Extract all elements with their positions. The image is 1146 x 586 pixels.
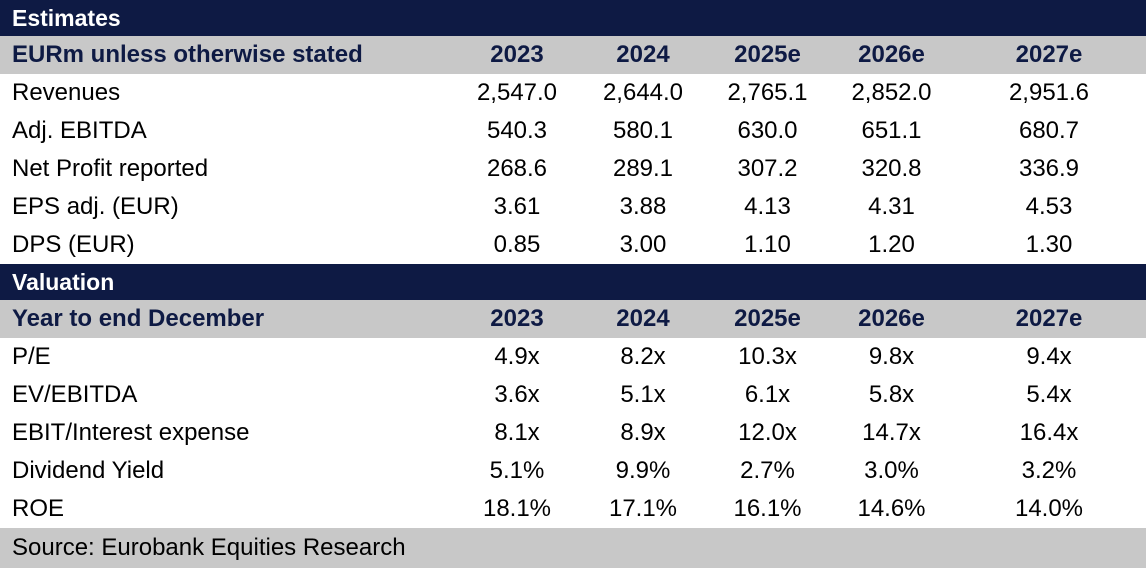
- table-row: EV/EBITDA 3.6x 5.1x 6.1x 5.8x 5.4x: [0, 376, 1146, 414]
- estimates-header-year: 2025e: [734, 41, 801, 68]
- table-cell: 580.1: [612, 117, 674, 144]
- table-cell: 2,547.0: [476, 79, 558, 106]
- table-cell: 3.0%: [864, 457, 919, 484]
- table-cell: 1.10: [744, 231, 791, 258]
- table-row: Dividend Yield 5.1% 9.9% 2.7% 3.0% 3.2%: [0, 452, 1146, 490]
- table-cell: 9.4x: [1026, 343, 1072, 370]
- table-cell: 651.1: [861, 117, 922, 144]
- valuation-header-year: 2025e: [734, 305, 801, 332]
- table-cell: 17.1%: [608, 495, 678, 522]
- row-label: EPS adj. (EUR): [12, 193, 179, 220]
- table-cell: 320.8: [861, 155, 922, 182]
- table-cell: 4.9x: [494, 343, 540, 370]
- valuation-header-year: 2023: [490, 305, 544, 332]
- table-cell: 1.20: [868, 231, 915, 258]
- row-label: P/E: [12, 343, 51, 370]
- table-cell: 8.1x: [494, 419, 540, 446]
- row-label: EBIT/Interest expense: [12, 419, 250, 446]
- table-cell: 16.1%: [733, 495, 802, 522]
- table-cell: 12.0x: [738, 419, 797, 446]
- table-cell: 289.1: [612, 155, 674, 182]
- table-cell: 2,765.1: [727, 79, 808, 106]
- valuation-header-year: 2026e: [858, 305, 925, 332]
- table-cell: 9.8x: [868, 343, 915, 370]
- table-cell: 3.00: [619, 231, 667, 258]
- table-cell: 14.7x: [862, 419, 921, 446]
- table-cell: 16.4x: [1019, 419, 1079, 446]
- table-cell: 5.1x: [620, 381, 666, 408]
- valuation-header-label: Year to end December: [12, 305, 265, 332]
- table-cell: 18.1%: [482, 495, 552, 522]
- estimates-header-year: 2026e: [858, 41, 925, 68]
- table-cell: 4.31: [868, 193, 915, 220]
- estimates-header-year: 2027e: [1015, 41, 1083, 68]
- table-cell: 540.3: [486, 117, 548, 144]
- table-row: Adj. EBITDA 540.3 580.1 630.0 651.1 680.…: [0, 112, 1146, 150]
- table-cell: 14.0%: [1014, 495, 1084, 522]
- table-row: ROE 18.1% 17.1% 16.1% 14.6% 14.0%: [0, 490, 1146, 528]
- table-cell: 5.4x: [1026, 381, 1072, 408]
- table-cell: 2,852.0: [851, 79, 932, 106]
- table-row: Net Profit reported 268.6 289.1 307.2 32…: [0, 150, 1146, 188]
- row-label: EV/EBITDA: [12, 381, 138, 408]
- table-cell: 5.1%: [489, 457, 545, 484]
- valuation-header-year: 2027e: [1015, 305, 1083, 332]
- table-cell: 5.8x: [868, 381, 915, 408]
- table-cell: 336.9: [1018, 155, 1080, 182]
- source-footnote: Source: Eurobank Equities Research: [0, 528, 1146, 568]
- table-cell: 4.53: [1025, 193, 1073, 220]
- table-row: EPS adj. (EUR) 3.61 3.88 4.13 4.31 4.53: [0, 188, 1146, 226]
- table-cell: 0.85: [493, 231, 541, 258]
- table-cell: 307.2: [737, 155, 798, 182]
- row-label: ROE: [12, 495, 65, 522]
- table-cell: 10.3x: [738, 343, 797, 370]
- table-row: Revenues 2,547.0 2,644.0 2,765.1 2,852.0…: [0, 74, 1146, 112]
- row-label: Dividend Yield: [12, 457, 165, 484]
- table-row: DPS (EUR) 0.85 3.00 1.10 1.20 1.30: [0, 226, 1146, 264]
- table-cell: 3.2%: [1021, 457, 1077, 484]
- estimates-header-label: EURm unless otherwise stated: [12, 41, 363, 68]
- table-cell: 2,644.0: [602, 79, 684, 106]
- valuation-header-year: 2024: [616, 305, 670, 332]
- table-cell: 14.6%: [857, 495, 926, 522]
- row-label: Adj. EBITDA: [12, 117, 147, 144]
- table-cell: 268.6: [486, 155, 548, 182]
- row-label: Revenues: [12, 79, 121, 106]
- row-label: DPS (EUR): [12, 231, 135, 258]
- table-row: P/E 4.9x 8.2x 10.3x 9.8x 9.4x: [0, 338, 1146, 376]
- table-cell: 680.7: [1018, 117, 1080, 144]
- estimates-header-year: 2023: [490, 41, 544, 68]
- valuation-section-title: Valuation: [0, 264, 1146, 300]
- table-row: EBIT/Interest expense 8.1x 8.9x 12.0x 14…: [0, 414, 1146, 452]
- estimates-section-title: Estimates: [0, 0, 1146, 36]
- table-cell: 8.9x: [620, 419, 666, 446]
- table-cell: 3.61: [493, 193, 541, 220]
- valuation-header-row: Year to end December 2023 2024 2025e 202…: [0, 300, 1146, 338]
- table-cell: 6.1x: [744, 381, 791, 408]
- table-cell: 2.7%: [740, 457, 795, 484]
- table-cell: 8.2x: [620, 343, 666, 370]
- table-cell: 3.88: [619, 193, 667, 220]
- table-cell: 1.30: [1025, 231, 1073, 258]
- table-cell: 2,951.6: [1008, 79, 1090, 106]
- table-cell: 3.6x: [494, 381, 540, 408]
- table-cell: 630.0: [737, 117, 798, 144]
- estimates-header-year: 2024: [616, 41, 670, 68]
- table-cell: 9.9%: [615, 457, 671, 484]
- row-label: Net Profit reported: [12, 155, 209, 182]
- estimates-header-row: EURm unless otherwise stated 2023 2024 2…: [0, 36, 1146, 74]
- table-cell: 4.13: [744, 193, 791, 220]
